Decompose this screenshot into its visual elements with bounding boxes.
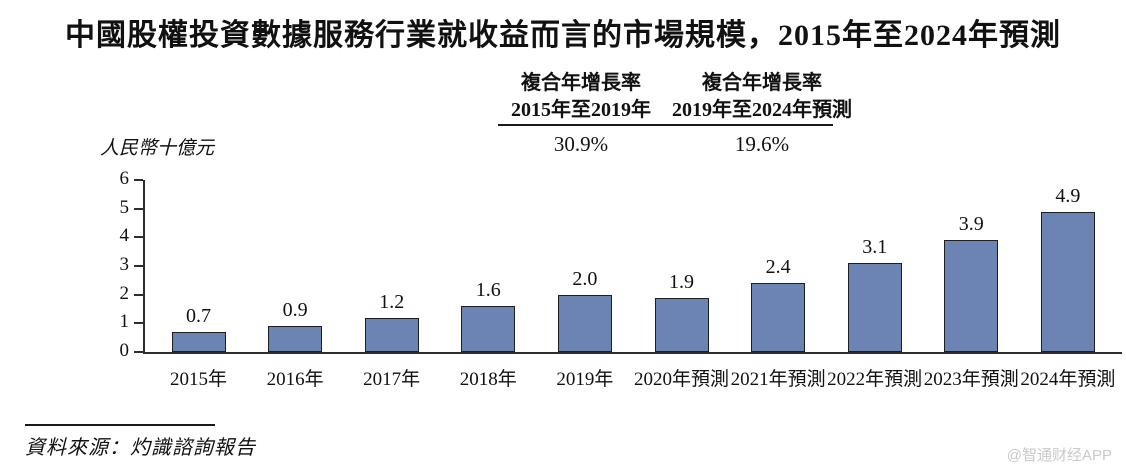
bar-value-label: 1.6 [475, 279, 501, 302]
y-axis-tick [134, 236, 143, 239]
x-axis-label: 2024年預測 [1020, 369, 1116, 390]
bar [751, 283, 806, 352]
bar-value-label: 2.4 [765, 256, 791, 279]
bar [654, 297, 709, 352]
bar-value-label: 3.1 [862, 236, 888, 259]
cagr-header-line2: 2019年至2024年預測 [672, 99, 852, 121]
x-axis-label: 2017年 [363, 369, 421, 390]
x-axis-label: 2020年預測 [633, 369, 729, 390]
y-axis-tick [134, 293, 143, 296]
bar [557, 294, 612, 352]
bar-value-label: 4.9 [1055, 184, 1081, 207]
bar [847, 263, 902, 352]
source-divider-line [25, 424, 215, 426]
cagr-value-2019-2024: 19.6% [734, 132, 790, 156]
cagr-value-2015-2019: 30.9% [553, 132, 609, 156]
y-axis-tick-label: 6 [119, 168, 130, 189]
watermark-label: @智通财经APP [1006, 447, 1112, 464]
bar [171, 331, 226, 352]
y-axis-tick [134, 351, 143, 353]
bar-value-label: 3.9 [958, 213, 984, 236]
y-axis-tick [134, 322, 143, 325]
y-axis-tick [134, 265, 143, 267]
x-axis-label: 2021年預測 [730, 369, 826, 390]
y-axis-tick-label: 2 [119, 282, 130, 304]
y-axis-tick [134, 179, 143, 181]
plot-area: 0 1 2 3 4 5 6 0.7 2015年 0.9 2016年 1.2 2017年 1.6 2018年 2… [120, 168, 1122, 390]
x-axis-label: 2022年預測 [827, 369, 923, 390]
bar-value-label: 2.0 [572, 267, 598, 290]
cagr-divider-line [498, 124, 833, 126]
x-axis-label: 2019年 [556, 369, 614, 390]
cagr-header-line1: 複合年增長率 [521, 72, 641, 94]
cagr-header-line2: 2015年至2019年 [511, 99, 651, 121]
cagr-header-2019-2024: 複合年增長率 2019年至2024年預測 [632, 70, 892, 124]
y-axis-unit-label: 人民幣十億元 [100, 138, 215, 159]
y-axis-tick [134, 207, 143, 210]
y-axis-tick-label: 0 [119, 340, 130, 361]
cagr-header-line1: 複合年增長率 [702, 72, 822, 94]
x-axis-label: 2015年 [169, 369, 227, 390]
bar [461, 306, 516, 352]
bar [1040, 211, 1095, 352]
y-axis-tick-label: 1 [119, 311, 130, 333]
bar-value-label: 0.7 [186, 304, 211, 327]
bar-value-label: 1.9 [669, 270, 694, 293]
y-axis-tick-label: 5 [119, 196, 130, 218]
cagr-header-2015-2019: 複合年增長率 2015年至2019年 [451, 70, 711, 124]
bar-value-label: 1.2 [379, 290, 405, 313]
y-axis-tick-label: 4 [119, 225, 130, 247]
x-axis-label: 2023年預測 [923, 369, 1019, 390]
bar-value-label: 0.9 [282, 299, 308, 322]
bar [268, 326, 323, 352]
y-axis-tick-label: 3 [119, 254, 130, 275]
x-axis-label: 2018年 [459, 369, 517, 390]
x-axis-label: 2016年 [266, 369, 324, 390]
source-note: 資料來源：灼識諮詢報告 [25, 437, 256, 459]
chart-title: 中國股權投資數據服務行業就收益而言的市場規模，2015年至2024年預測 [65, 19, 1061, 52]
bar [944, 240, 999, 352]
bar [364, 317, 419, 352]
